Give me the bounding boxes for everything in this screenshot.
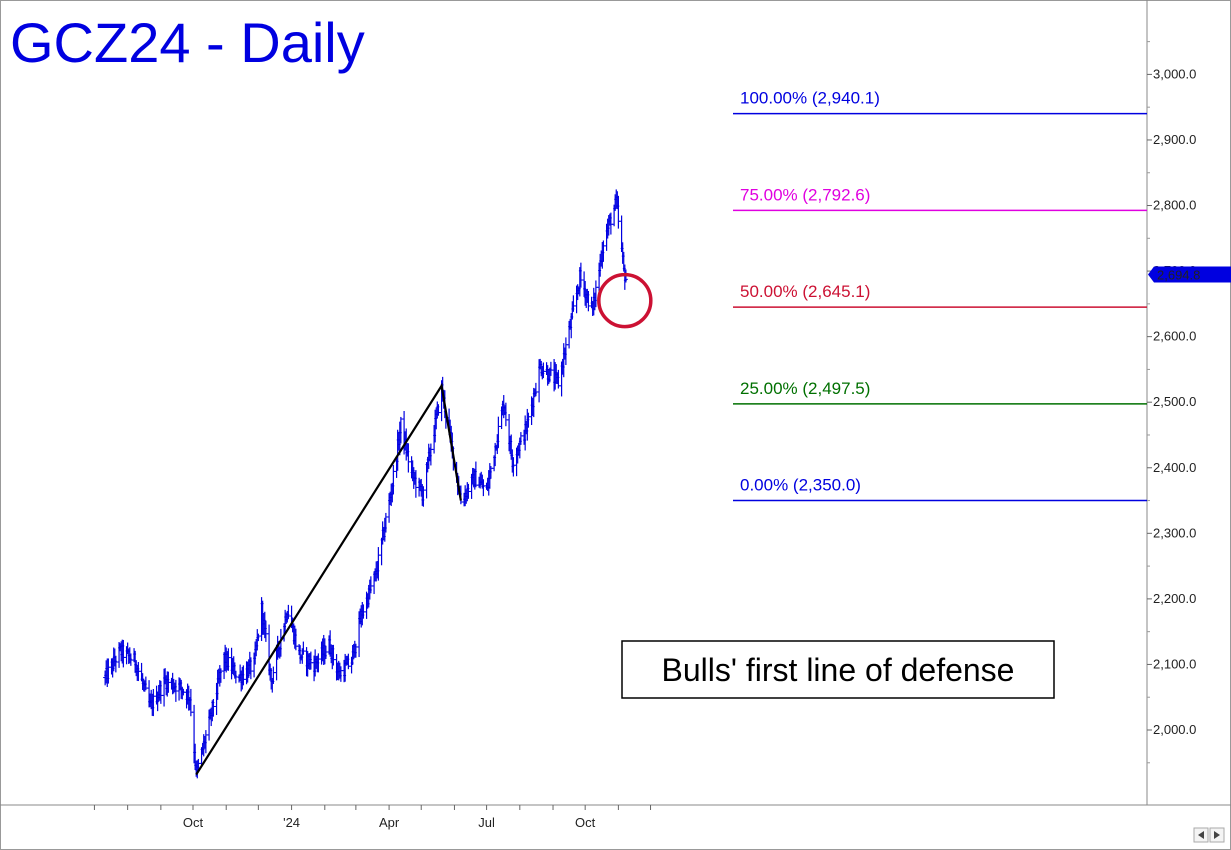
y-tick-label: 2,000.0 <box>1153 722 1196 737</box>
y-tick-label: 2,200.0 <box>1153 591 1196 606</box>
fib-level-label: 25.00% (2,497.5) <box>740 379 870 398</box>
y-tick-label: 3,000.0 <box>1153 66 1196 81</box>
y-tick-label: 2,600.0 <box>1153 329 1196 344</box>
fib-level-label: 50.00% (2,645.1) <box>740 282 870 301</box>
x-tick-label: Oct <box>183 815 204 830</box>
y-tick-label: 2,300.0 <box>1153 525 1196 540</box>
x-tick-label: Oct <box>575 815 596 830</box>
y-tick-label: 2,800.0 <box>1153 198 1196 213</box>
y-tick-label: 2,400.0 <box>1153 460 1196 475</box>
x-tick-label: '24 <box>283 815 300 830</box>
y-tick-label: 2,500.0 <box>1153 394 1196 409</box>
y-tick-label: 2,900.0 <box>1153 132 1196 147</box>
last-price-tag <box>1148 266 1231 283</box>
annotation-box <box>621 640 1055 699</box>
fib-level-label: 75.00% (2,792.6) <box>740 185 870 204</box>
swing-line <box>195 382 462 776</box>
y-tick-label: 2,100.0 <box>1153 656 1196 671</box>
x-ticks: Oct '24 Apr Jul Oct <box>93 805 652 830</box>
annotation-text: Bulls' first line of defense <box>662 652 1015 688</box>
fib-level-label: 0.00% (2,350.0) <box>740 476 861 495</box>
fib-levels: 100.00% (2,940.1) 75.00% (2,792.6) 50.00% … <box>733 89 1147 502</box>
scroll-right-icon[interactable] <box>1209 827 1225 843</box>
last-price-label: 2,694.8 <box>1157 267 1200 282</box>
fib-level-label: 100.00% (2,940.1) <box>740 89 880 108</box>
x-tick-label: Jul <box>478 815 495 830</box>
x-tick-label: Apr <box>379 815 400 830</box>
swing-lines <box>195 382 462 776</box>
scroll-left-icon[interactable] <box>1193 827 1209 843</box>
chart-title: GCZ24 - Daily <box>10 11 365 74</box>
price-bars <box>103 189 628 779</box>
last-price-marker: 2,694.8 <box>597 266 1231 329</box>
highlight-circle <box>597 272 653 329</box>
